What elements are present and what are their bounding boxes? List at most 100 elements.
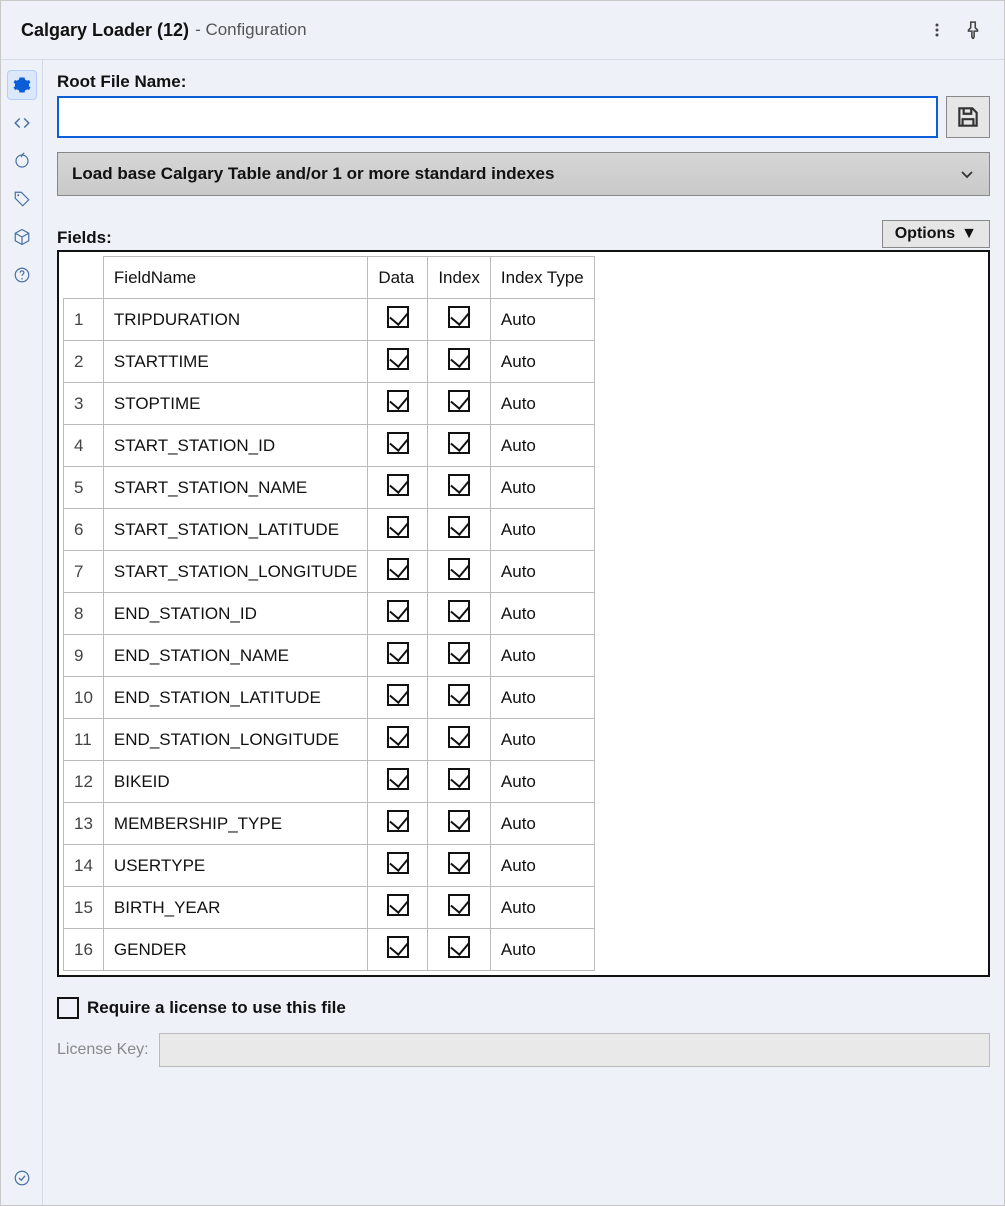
tag-icon[interactable]	[7, 184, 37, 214]
index-type-cell[interactable]: Auto	[490, 719, 594, 761]
gear-icon[interactable]	[7, 70, 37, 100]
data-checkbox[interactable]	[387, 642, 409, 664]
help-icon[interactable]	[7, 260, 37, 290]
data-checkbox[interactable]	[387, 600, 409, 622]
triangle-down-icon: ▼	[961, 225, 977, 243]
options-button[interactable]: Options ▼	[882, 220, 990, 248]
data-checkbox[interactable]	[387, 768, 409, 790]
index-type-cell[interactable]: Auto	[490, 341, 594, 383]
index-checkbox[interactable]	[448, 516, 470, 538]
table-row[interactable]: 16GENDERAuto	[64, 929, 595, 971]
data-checkbox[interactable]	[387, 894, 409, 916]
index-type-cell[interactable]: Auto	[490, 845, 594, 887]
table-row[interactable]: 15BIRTH_YEARAuto	[64, 887, 595, 929]
row-number: 14	[64, 845, 104, 887]
data-checkbox[interactable]	[387, 936, 409, 958]
index-checkbox[interactable]	[448, 558, 470, 580]
table-row[interactable]: 3STOPTIMEAuto	[64, 383, 595, 425]
table-row[interactable]: 2STARTTIMEAuto	[64, 341, 595, 383]
code-icon[interactable]	[7, 108, 37, 138]
index-type-cell[interactable]: Auto	[490, 635, 594, 677]
table-row[interactable]: 13MEMBERSHIP_TYPEAuto	[64, 803, 595, 845]
require-license-label: Require a license to use this file	[87, 998, 346, 1018]
index-type-cell[interactable]: Auto	[490, 425, 594, 467]
index-checkbox[interactable]	[448, 894, 470, 916]
table-row[interactable]: 8END_STATION_ID Auto	[64, 593, 595, 635]
table-row[interactable]: 10END_STATION_LATITUDEAuto	[64, 677, 595, 719]
table-row[interactable]: 9END_STATION_NAMEAuto	[64, 635, 595, 677]
data-checkbox[interactable]	[387, 306, 409, 328]
table-row[interactable]: 7START_STATION_LONGITUDEAuto	[64, 551, 595, 593]
index-checkbox[interactable]	[448, 726, 470, 748]
root-file-label: Root File Name:	[57, 72, 990, 92]
data-checkbox[interactable]	[387, 726, 409, 748]
data-checkbox[interactable]	[387, 516, 409, 538]
index-type-cell[interactable]: Auto	[490, 551, 594, 593]
row-number: 15	[64, 887, 104, 929]
col-index[interactable]: Index	[428, 257, 491, 299]
license-key-input	[159, 1033, 990, 1067]
index-type-cell[interactable]: Auto	[490, 299, 594, 341]
table-row[interactable]: 12BIKEIDAuto	[64, 761, 595, 803]
field-name-cell: USERTYPE	[103, 845, 367, 887]
index-checkbox[interactable]	[448, 642, 470, 664]
package-icon[interactable]	[7, 222, 37, 252]
index-checkbox[interactable]	[448, 768, 470, 790]
table-row[interactable]: 11END_STATION_LONGITUDEAuto	[64, 719, 595, 761]
row-number: 12	[64, 761, 104, 803]
index-type-cell[interactable]: Auto	[490, 803, 594, 845]
table-row[interactable]: 5START_STATION_NAMEAuto	[64, 467, 595, 509]
index-checkbox[interactable]	[448, 852, 470, 874]
data-checkbox[interactable]	[387, 810, 409, 832]
row-number: 9	[64, 635, 104, 677]
data-checkbox[interactable]	[387, 432, 409, 454]
col-fieldname[interactable]: FieldName	[103, 257, 367, 299]
data-checkbox[interactable]	[387, 348, 409, 370]
mode-dropdown[interactable]: Load base Calgary Table and/or 1 or more…	[57, 152, 990, 196]
data-checkbox[interactable]	[387, 390, 409, 412]
index-checkbox[interactable]	[448, 306, 470, 328]
save-file-button[interactable]	[946, 96, 990, 138]
target-icon[interactable]	[7, 146, 37, 176]
table-row[interactable]: 14USERTYPE Auto	[64, 845, 595, 887]
index-type-cell[interactable]: Auto	[490, 929, 594, 971]
index-checkbox[interactable]	[448, 684, 470, 706]
index-checkbox[interactable]	[448, 432, 470, 454]
kebab-menu-icon[interactable]	[922, 15, 952, 45]
index-checkbox[interactable]	[448, 348, 470, 370]
table-row[interactable]: 4START_STATION_IDAuto	[64, 425, 595, 467]
index-type-cell[interactable]: Auto	[490, 887, 594, 929]
field-name-cell: MEMBERSHIP_TYPE	[103, 803, 367, 845]
index-checkbox[interactable]	[448, 810, 470, 832]
content-area: Root File Name: Load base Calgary Table …	[43, 60, 1004, 1205]
titlebar: Calgary Loader (12) - Configuration	[1, 1, 1004, 60]
field-name-cell: START_STATION_ID	[103, 425, 367, 467]
index-type-cell[interactable]: Auto	[490, 677, 594, 719]
index-type-cell[interactable]: Auto	[490, 467, 594, 509]
row-number: 8	[64, 593, 104, 635]
index-checkbox[interactable]	[448, 474, 470, 496]
index-type-cell[interactable]: Auto	[490, 761, 594, 803]
table-row[interactable]: 1TRIPDURATIONAuto	[64, 299, 595, 341]
col-data[interactable]: Data	[368, 257, 428, 299]
field-name-cell: END_STATION_ID	[103, 593, 367, 635]
table-row[interactable]: 6START_STATION_LATITUDEAuto	[64, 509, 595, 551]
pin-icon[interactable]	[958, 15, 988, 45]
check-circle-icon[interactable]	[7, 1163, 37, 1193]
index-type-cell[interactable]: Auto	[490, 509, 594, 551]
data-checkbox[interactable]	[387, 684, 409, 706]
row-number: 1	[64, 299, 104, 341]
data-checkbox[interactable]	[387, 852, 409, 874]
index-checkbox[interactable]	[448, 600, 470, 622]
data-checkbox[interactable]	[387, 558, 409, 580]
index-checkbox[interactable]	[448, 936, 470, 958]
index-type-cell[interactable]: Auto	[490, 383, 594, 425]
root-file-input[interactable]	[57, 96, 938, 138]
license-key-label: License Key:	[57, 1041, 149, 1059]
index-checkbox[interactable]	[448, 390, 470, 412]
data-checkbox[interactable]	[387, 474, 409, 496]
require-license-checkbox[interactable]	[57, 997, 79, 1019]
col-indextype[interactable]: Index Type	[490, 257, 594, 299]
index-type-cell[interactable]: Auto	[490, 593, 594, 635]
config-panel: Calgary Loader (12) - Configuration	[0, 0, 1005, 1206]
